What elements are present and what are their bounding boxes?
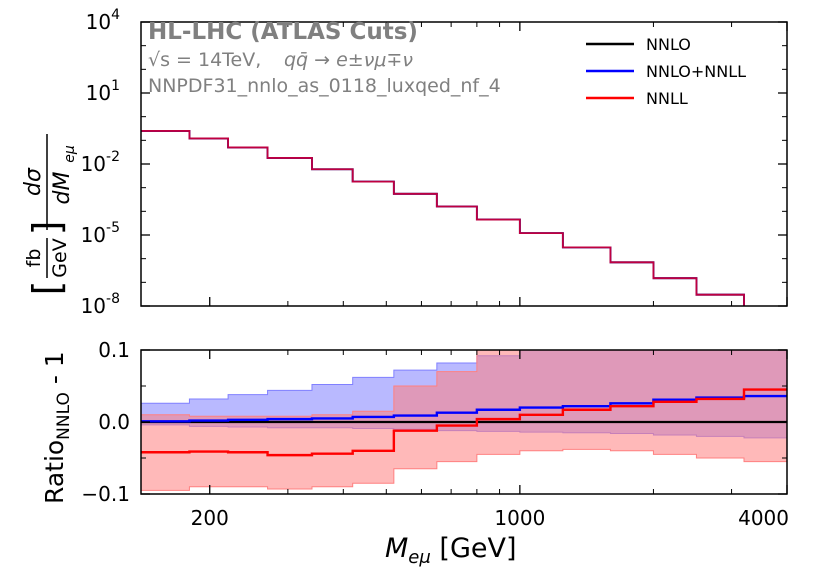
legend-label-nnll: NNLL <box>646 89 688 108</box>
unit-bracket-right: ] <box>25 221 69 236</box>
main-ytick-label: 104 <box>86 7 120 34</box>
ratio-ylabel-suffix: - 1 <box>40 351 69 392</box>
ratio-ytick-label: 0.0 <box>98 410 130 434</box>
ratio-series-group <box>141 350 787 491</box>
ylabel-unit-fb: fb <box>23 249 45 268</box>
ratio-ylabel: RatioNNLO - 1 <box>40 351 74 504</box>
main-ytick-label-exp: -8 <box>106 291 120 307</box>
ylabel-dsigma: dσ <box>21 167 46 196</box>
ylabel-dm: dM <box>50 172 75 205</box>
ratio-line-nnlo-nnll <box>141 394 787 423</box>
main-ytick-label-exp: -2 <box>106 149 120 165</box>
main-ytick-label-exp: 4 <box>111 7 120 23</box>
main-series-line-nnlo-nnll <box>141 130 745 306</box>
legend-label-nnlo-nnll: NNLO+NNLL <box>646 62 746 81</box>
xlabel-unit: [GeV] <box>431 533 517 564</box>
xlabel-sub: eμ <box>408 547 431 568</box>
ratio-ytick-label: −0.1 <box>81 482 130 506</box>
main-ytick-label-exp: 1 <box>111 78 120 94</box>
main-series-group <box>141 130 745 306</box>
ratio-ylabel-text: RatioNNLO - 1 <box>40 351 74 504</box>
pdf-label: NNPDF31_nnlo_as_0118_luxqed_nf_4 <box>148 75 501 97</box>
main-ytick-label: 10-2 <box>81 149 120 176</box>
ratio-ytick-label: 0.1 <box>98 338 130 362</box>
main-ytick-label-base: 10 <box>81 152 106 176</box>
main-series-line-nnll <box>141 130 745 306</box>
chart-title: HL-LHC (ATLAS Cuts) <box>148 19 418 45</box>
main-ytick-label-base: 10 <box>86 10 111 34</box>
main-ytick-label-base: 10 <box>81 223 106 247</box>
main-ytick-label: 101 <box>86 78 120 105</box>
ratio-xtick-label: 200 <box>191 506 229 530</box>
main-ylabel: dσ dM eμ [ fb GeV ] <box>21 134 78 295</box>
legend-label-nnlo: NNLO <box>646 35 691 54</box>
ratio-xtick-label: 4000 <box>738 506 789 530</box>
main-ytick-label: 10-8 <box>81 291 120 318</box>
energy-label: √s = 14TeV, <box>148 49 261 71</box>
xlabel-text: Meμ [GeV] <box>385 533 516 568</box>
xlabel-m: M <box>385 533 408 564</box>
legend: NNLO NNLO+NNLL NNLL <box>586 35 746 108</box>
ratio-panel: 0.1 0.0 −0.1 200 1000 4000 <box>81 338 789 530</box>
main-ytick-label: 10-5 <box>81 220 120 247</box>
main-plot-frame <box>140 21 788 307</box>
main-ytick-label-base: 10 <box>81 294 106 318</box>
process-label: qq̄ → e±νμ∓ν <box>284 49 413 71</box>
xlabel: Meμ [GeV] <box>385 533 516 568</box>
ylabel-dm-sub: eμ <box>62 145 78 163</box>
ratio-ylabel-main: Ratio <box>40 440 69 504</box>
main-ytick-label-base: 10 <box>86 81 111 105</box>
ylabel-unit-gev: GeV <box>49 238 71 277</box>
main-ytick-label-exp: -5 <box>106 220 120 236</box>
energy-process-line: √s = 14TeV, qq̄ → e±νμ∓ν <box>148 49 413 71</box>
ratio-xtick-label: 1000 <box>494 506 545 530</box>
ratio-line-nnll <box>141 388 787 457</box>
main-series-line-nnlo <box>141 130 745 306</box>
ratio-ylabel-sub: NNLO <box>54 392 74 440</box>
unit-bracket-left: [ <box>25 281 69 296</box>
ratio-plot-frame <box>140 349 788 495</box>
